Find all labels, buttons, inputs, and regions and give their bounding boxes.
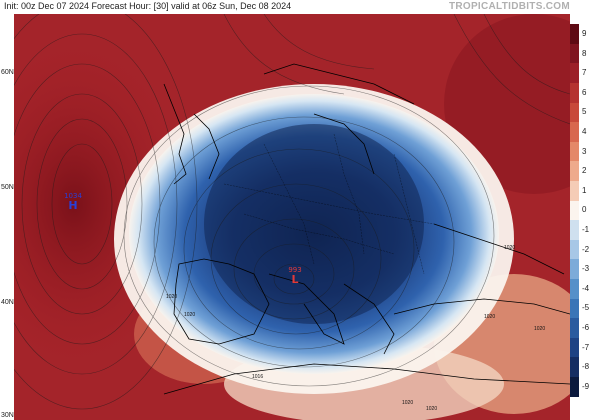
coastlines [163, 63, 570, 395]
run-info-text: Init: 00z Dec 07 2024 Forecast Hour: [30… [4, 1, 292, 11]
colorbar-label: 5 [582, 107, 587, 117]
color-scale-legend: 9 8 7 6 5 4 3 2 1 0 -1 -2 -3 -4 -5 -6 -7 -8 -9 [570, 14, 600, 420]
cold-anomaly-core [204, 124, 424, 324]
isobar-label: 1020 [484, 314, 496, 320]
isobar-label: 1016 [252, 374, 264, 380]
colorbar-swatch [570, 220, 579, 240]
colorbar-swatch [570, 161, 579, 181]
isobar-label: 1020 [426, 406, 438, 412]
colorbar-label: -4 [582, 283, 590, 293]
isobar-label: 1020 [402, 400, 414, 406]
isobar-label: 1020 [166, 294, 178, 300]
high-pressure-letter: H [68, 199, 78, 212]
colorbar-swatch [570, 337, 579, 358]
low-pressure-letter: L [291, 273, 299, 286]
colorbar-swatch [570, 239, 579, 260]
low-pressure-marker: 993 L [280, 266, 310, 285]
latitude-labels: 60N 50N 40N 30N [0, 14, 14, 420]
colorbar-label: -5 [582, 303, 590, 313]
colorbar-label: 1 [582, 185, 587, 195]
colorbar-swatch [570, 43, 579, 64]
colorbar-label: -2 [582, 244, 590, 254]
colorbar-label: -1 [582, 225, 590, 234]
colorbar-swatch [570, 259, 579, 279]
colorbar-swatch [570, 63, 579, 83]
colorbar-label: -7 [582, 342, 590, 352]
map-canvas [14, 14, 570, 420]
lat-label-40n: 40N [1, 299, 14, 306]
low-pressure-value: 993 [288, 266, 302, 274]
colorbar-swatch [570, 200, 579, 221]
colorbar-swatch [570, 122, 579, 142]
colorbar-swatch [570, 298, 579, 319]
colorbar-label: -9 [582, 381, 590, 391]
header-bar: Init: 00z Dec 07 2024 Forecast Hour: [30… [0, 0, 600, 14]
colorbar-label: -3 [582, 264, 590, 274]
isobar-label: 1020 [504, 245, 516, 251]
colorbar-label: 4 [582, 127, 587, 136]
colorbar-swatch [570, 83, 579, 103]
colorbar-swatch [570, 24, 579, 44]
high-pressure-marker: 1034 H [58, 192, 88, 211]
colorbar-swatch [570, 102, 579, 123]
colorbar-label: 3 [582, 146, 587, 156]
colorbar-label: 7 [582, 68, 587, 78]
colorbar-label: 0 [582, 205, 587, 215]
anomaly-map: 1034 H 993 L 1020 1020 1020 1020 1020 10… [14, 14, 570, 420]
lat-label-30n: 30N [1, 412, 14, 419]
colorbar-swatch [570, 181, 579, 201]
high-pressure-value: 1034 [64, 192, 82, 200]
country-borders [223, 133, 435, 275]
brand-label: TROPICALTIDBITS.COM [448, 1, 570, 12]
colorbar-swatch [570, 141, 579, 162]
isobar-label: 1020 [534, 326, 546, 332]
colorbar-swatch [570, 377, 579, 397]
colorbar-swatch [570, 279, 579, 299]
colorbar-label: 8 [582, 48, 587, 58]
colorbar-label: -6 [582, 323, 590, 332]
colorbar-swatch [570, 357, 579, 377]
colorbar-label: 2 [582, 166, 587, 176]
colorbar-label: 9 [582, 29, 587, 38]
colorbar-label: 6 [582, 87, 587, 97]
colorbar-swatch [570, 318, 579, 338]
lat-label-50n: 50N [1, 184, 14, 191]
colorbar-label: -8 [582, 362, 590, 372]
lat-label-60n: 60N [1, 69, 14, 76]
isobar-label: 1020 [184, 312, 196, 318]
